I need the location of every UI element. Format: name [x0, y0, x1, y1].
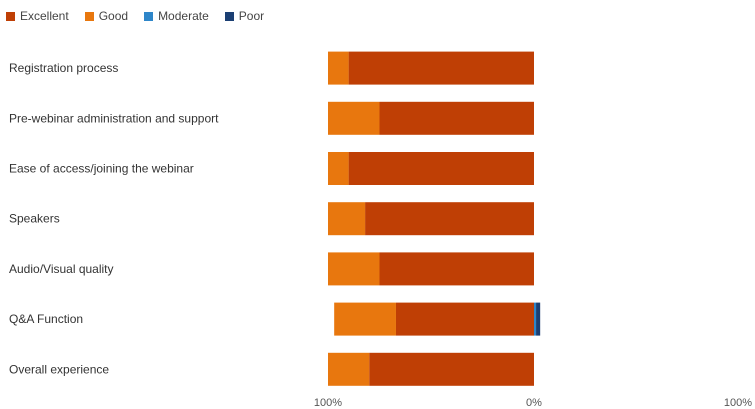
bar-segment-good: [328, 252, 380, 286]
category-label: Ease of access/joining the webinar: [9, 162, 194, 176]
bar-segment-good: [328, 51, 349, 85]
bar-segment-excellent: [379, 252, 534, 286]
legend-swatch: [84, 11, 94, 21]
legend-label: Excellent: [20, 9, 69, 23]
bar-segment-good: [334, 302, 396, 336]
category-label: Pre-webinar administration and support: [9, 111, 219, 125]
legend-swatch: [6, 11, 15, 21]
bar-segment-excellent: [369, 352, 534, 386]
legend-swatch: [144, 11, 154, 21]
legend-item-moderate: Moderate: [144, 9, 209, 23]
category-label: Audio/Visual quality: [9, 262, 114, 276]
bar-segment-good: [328, 202, 366, 236]
bar-segment-excellent: [379, 101, 534, 135]
legend-swatch: [224, 11, 234, 21]
bar-segment-good: [328, 352, 370, 386]
legend-item-excellent: Excellent: [6, 9, 69, 23]
x-tick-label: 100%: [314, 397, 342, 409]
x-tick-label: 100%: [724, 397, 752, 409]
legend-item-poor: Poor: [224, 9, 265, 23]
category-label: Overall experience: [9, 362, 109, 376]
legend-label: Moderate: [158, 9, 209, 23]
chart-legend: Excellent Good Moderate Poor: [6, 6, 280, 26]
bar-segment-poor: [536, 302, 541, 336]
legend-label: Good: [98, 9, 129, 23]
legend-item-good: Good: [84, 9, 129, 23]
bar-segment-excellent: [395, 302, 534, 336]
category-label: Speakers: [9, 212, 60, 226]
bar-segment-good: [328, 101, 380, 135]
bar-segment-moderate: [534, 302, 537, 336]
bar-segment-excellent: [348, 152, 534, 185]
x-tick-label: 0%: [526, 397, 542, 409]
category-label: Q&A Function: [9, 312, 83, 326]
bar-segment-excellent: [365, 202, 534, 236]
category-label: Registration process: [9, 61, 118, 75]
bar-segment-good: [328, 152, 349, 185]
bar-segment-excellent: [348, 51, 534, 85]
legend-label: Poor: [238, 9, 265, 23]
